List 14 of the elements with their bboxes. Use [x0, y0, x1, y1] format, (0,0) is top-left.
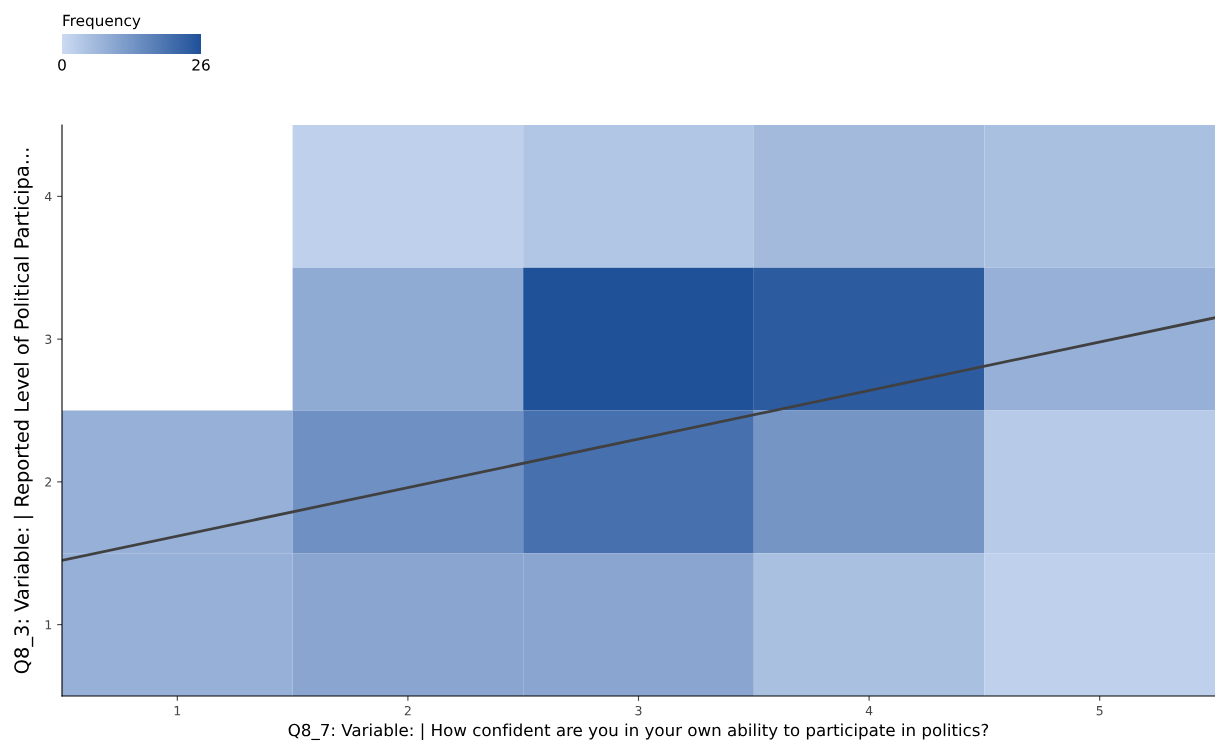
x-tick-label: 2 [404, 705, 411, 716]
x-tick-label: 5 [1096, 706, 1103, 716]
y-tick-label: 2 [45, 477, 52, 487]
color-bar-label: 26 [192, 59, 210, 71]
y-tick-label: 4 [44, 192, 52, 202]
y-tick-label: 3 [45, 334, 52, 345]
color-bar-label: 0 [58, 59, 66, 71]
y-tick-label: 1 [45, 620, 52, 630]
x-tick-label: 4 [865, 706, 873, 716]
x-axis-title: Q8_7: Variable: | How confident are you in your own ability to participate in politics? [288, 723, 989, 741]
y-axis-title: Q8_3: Variable: | Reported Level of Political Participa... [13, 148, 34, 674]
x-tick-label: 3 [635, 705, 642, 716]
color-bar-title: Frequency [63, 14, 141, 30]
x-tick-label: 1 [174, 706, 181, 716]
